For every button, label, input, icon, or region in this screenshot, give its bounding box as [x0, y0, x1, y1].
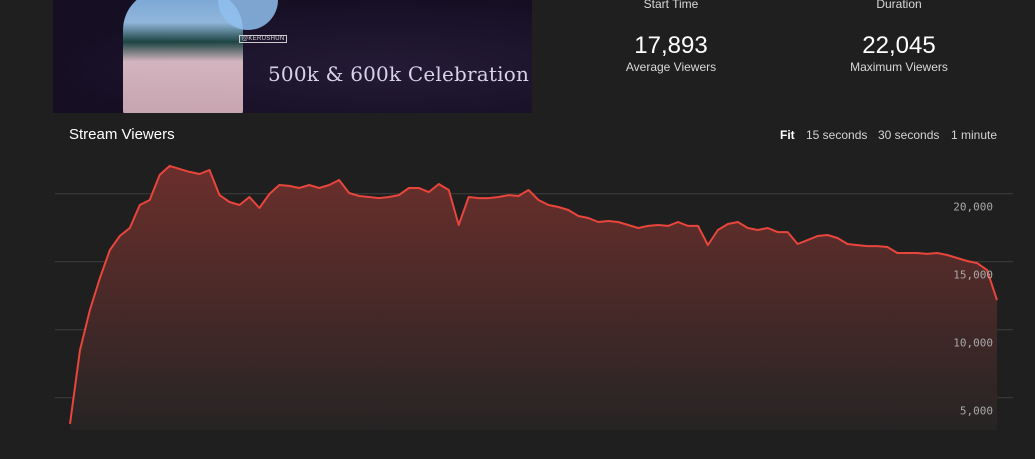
viewers-area: [70, 165, 997, 430]
y-tick-label: 10,000: [953, 337, 993, 350]
duration-label: Duration: [876, 0, 922, 11]
average-viewers-value: 17,893: [634, 32, 708, 59]
viewers-line: [69, 164, 998, 425]
thumbnail-caption: 500k & 600k Celebration: [268, 62, 530, 86]
character-art: [123, 0, 243, 113]
y-tick-label: 5,000: [960, 405, 993, 418]
resolution-fit[interactable]: Fit: [780, 128, 795, 142]
resolution-30-seconds[interactable]: 30 seconds: [878, 128, 940, 142]
resolution-1-minute[interactable]: 1 minute: [951, 128, 998, 142]
maximum-viewers-label: Maximum Viewers: [850, 60, 948, 74]
y-tick-label: 15,000: [953, 269, 993, 282]
maximum-viewers-value: 22,045: [862, 32, 936, 59]
artist-tag: @KERUSHUN: [239, 35, 288, 43]
average-viewers-label: Average Viewers: [625, 60, 717, 74]
start-time-label: Start Time: [643, 0, 699, 11]
stream-thumbnail: @KERUSHUN 500k & 600k Celebration: [53, 0, 532, 113]
chart-title: Stream Viewers: [69, 126, 175, 143]
y-tick-label: 20,000: [953, 201, 993, 214]
resolution-15-seconds[interactable]: 15 seconds: [806, 128, 868, 142]
